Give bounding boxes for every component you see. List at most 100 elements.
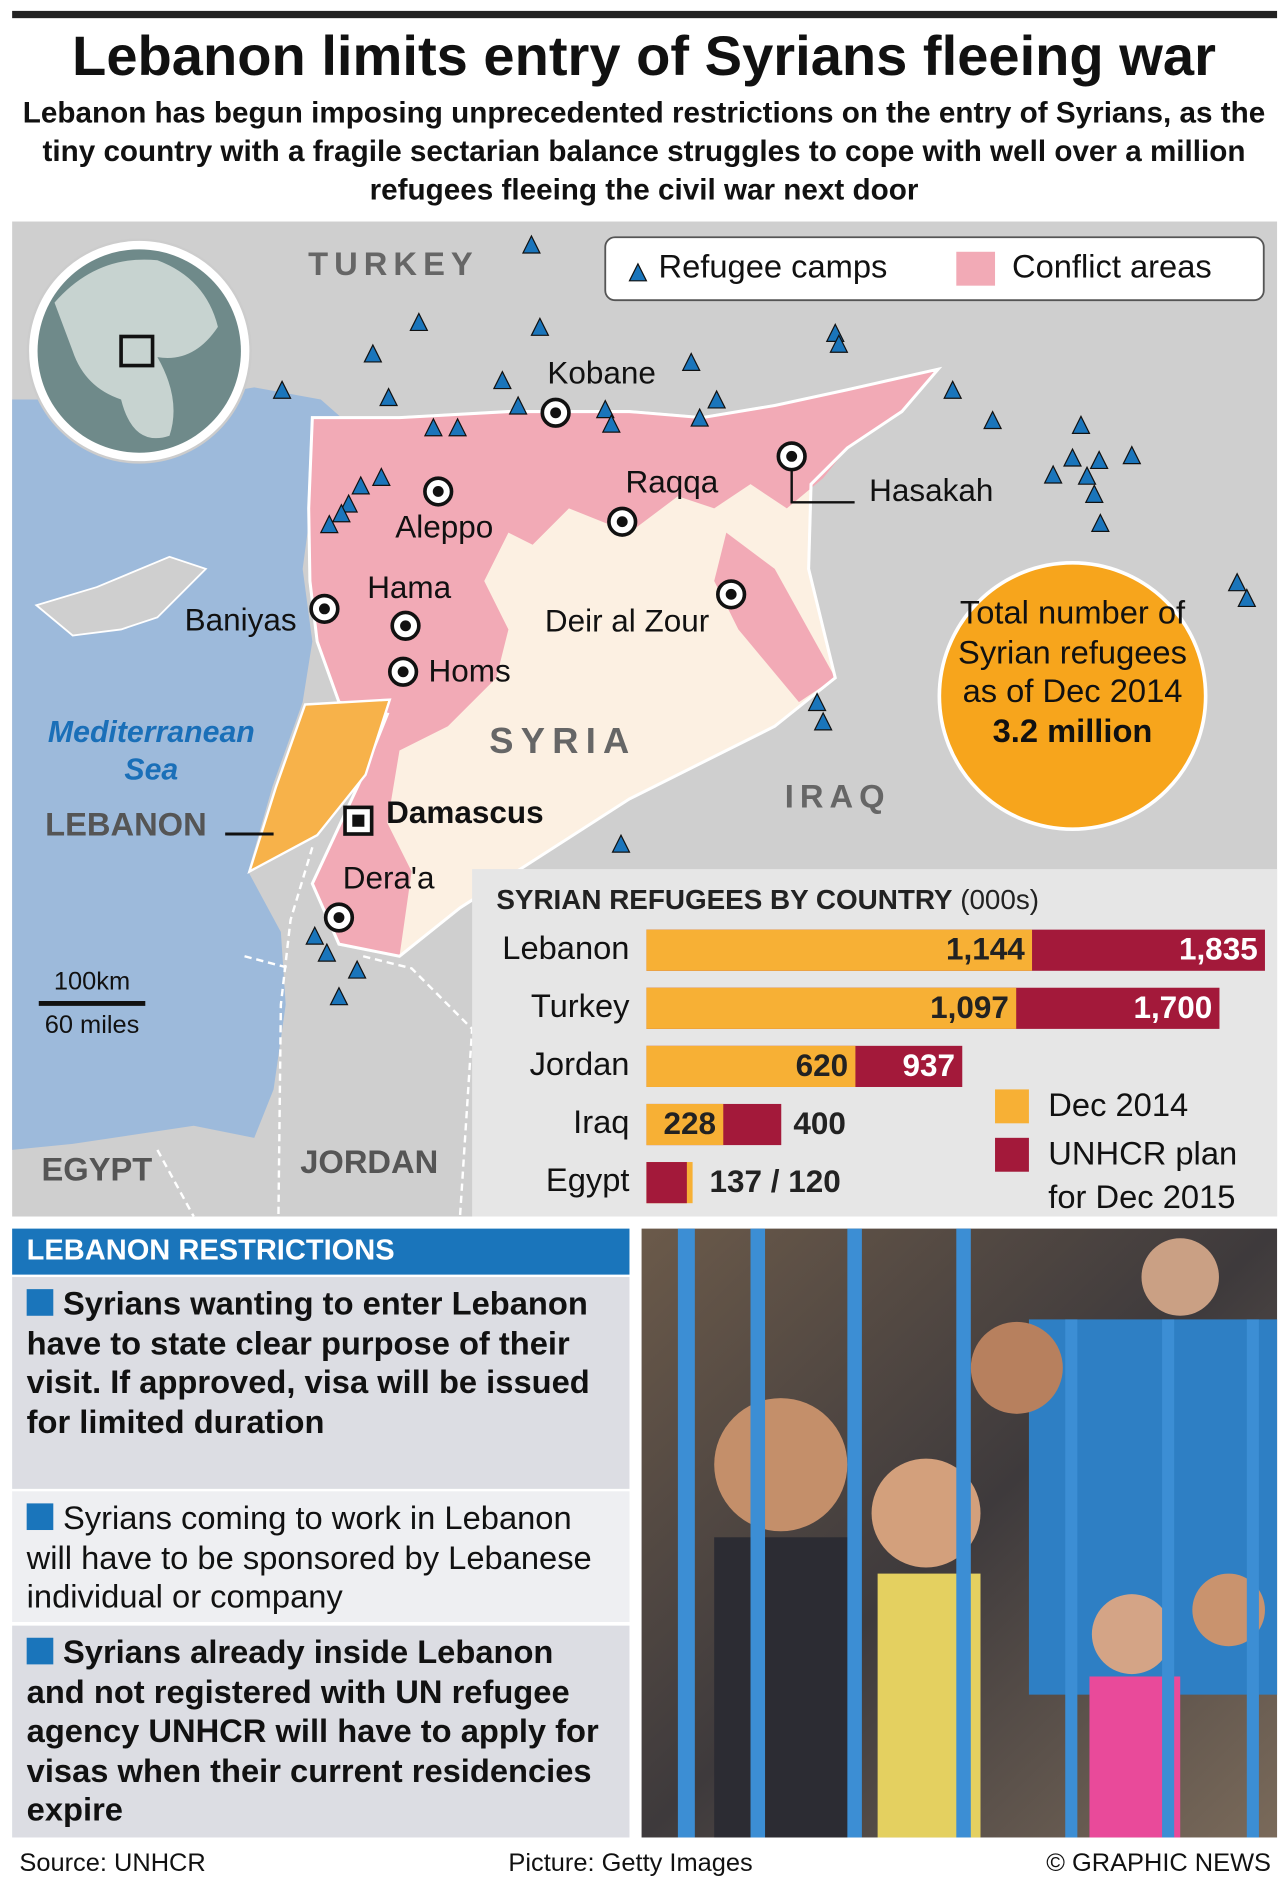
- bar: [646, 1103, 724, 1146]
- camp: [1237, 588, 1257, 608]
- camp: [448, 417, 468, 437]
- item-bg: [12, 1625, 630, 1838]
- chart-title-text: SYRIAN REFUGEES BY COUNTRY: [496, 884, 953, 915]
- bar-chart: SYRIAN REFUGEES BY COUNTRY (000s) Lebano…: [472, 869, 1278, 1217]
- camp: [807, 692, 827, 712]
- legend-entry-box: UNHCR plan for Dec 2015: [1048, 1135, 1237, 1215]
- city-label: Kobane: [547, 356, 655, 391]
- item-bg: [12, 1491, 630, 1623]
- city-label: Baniyas: [185, 602, 297, 637]
- value-label: 620: [796, 1048, 849, 1083]
- bar: [646, 987, 1017, 1029]
- camp: [595, 399, 615, 419]
- camp: [1077, 465, 1097, 485]
- camp: [943, 379, 963, 399]
- item-box: Syrians already inside Lebanon and not r…: [12, 1626, 629, 1830]
- conflict-area: [714, 532, 836, 703]
- legend-camps: Refugee camps: [659, 247, 888, 284]
- camp: [681, 352, 701, 372]
- restriction-item: Syrians wanting to enter Lebanon have to…: [12, 1277, 629, 1442]
- item-box: Syrians coming to work in Lebanon will h…: [12, 1491, 629, 1616]
- photo-face: [871, 1458, 981, 1568]
- camp: [813, 711, 833, 731]
- country-label: EGYPT: [41, 1150, 152, 1187]
- camp: [1090, 513, 1110, 532]
- source: Source: UNHCR: [19, 1849, 205, 1877]
- map: Refugee camps Conflict areas Kobane Raqqa…: [12, 221, 1278, 1218]
- title: Lebanon limits entry of Syrians fleeing …: [72, 25, 1216, 87]
- photo-face: [714, 1398, 848, 1532]
- camp: [530, 316, 550, 336]
- camp: [1227, 572, 1247, 592]
- country-label: JORDAN: [300, 1143, 438, 1180]
- restriction-item: Syrians already inside Lebanon and not r…: [12, 1626, 629, 1830]
- city-dot: [318, 603, 330, 615]
- city-label: Aleppo: [395, 509, 493, 544]
- category-label: Turkey: [531, 987, 630, 1024]
- city-label: Damascus: [386, 795, 543, 830]
- city-label: Homs: [429, 653, 511, 688]
- city-label: Hama: [367, 570, 451, 605]
- item-box: Syrians wanting to enter Lebanon have to…: [12, 1277, 629, 1442]
- bar: [646, 929, 1033, 971]
- subtitle-box: Lebanon has begun imposing unprecedented…: [22, 96, 1266, 207]
- camp: [1122, 445, 1142, 465]
- photo: [641, 1228, 1278, 1838]
- camp: [829, 333, 849, 353]
- chart-title: SYRIAN REFUGEES BY COUNTRY (000s): [496, 884, 1039, 915]
- sea-label-box: Mediterranean Sea: [48, 715, 255, 786]
- picture-credit: Picture: Getty Images: [508, 1849, 752, 1877]
- city-dot: [786, 450, 798, 462]
- restrictions-title: LEBANON RESTRICTIONS: [27, 1234, 395, 1266]
- camp: [508, 395, 528, 415]
- credit: © GRAPHIC NEWS: [1046, 1849, 1271, 1877]
- city-dot: [400, 620, 411, 632]
- camp: [319, 514, 339, 534]
- restrictions-header: [12, 1228, 630, 1275]
- camp: [1089, 450, 1109, 470]
- city-label: Raqqa: [625, 464, 718, 499]
- restriction-item: Syrians coming to work in Lebanon will h…: [12, 1491, 629, 1616]
- restrictions: LEBANON RESTRICTIONS Syrians wanting to …: [12, 1228, 630, 1838]
- camp: [317, 942, 337, 962]
- camp: [371, 467, 391, 486]
- subtitle: Lebanon has begun imposing unprecedented…: [22, 96, 1266, 207]
- legend-swatch: [995, 1137, 1029, 1172]
- legend-entry-box: Dec 2014: [1048, 1087, 1188, 1123]
- scale-miles: 60 miles: [45, 1011, 140, 1039]
- camp: [272, 379, 292, 399]
- country-label: LEBANON: [45, 805, 207, 842]
- leader-line: [790, 470, 855, 504]
- legend-swatch: [995, 1089, 1029, 1124]
- camp: [1063, 447, 1082, 467]
- photo-face: [970, 1321, 1063, 1414]
- camp: [690, 407, 710, 427]
- camp: [1071, 415, 1091, 434]
- category-label: Egypt: [546, 1161, 630, 1198]
- value-label: 1,097: [930, 990, 1009, 1025]
- globe-land: [54, 259, 218, 439]
- city-dot: [550, 407, 562, 419]
- annotation: 137 / 120: [710, 1164, 841, 1199]
- legend-camp-icon: [628, 262, 648, 282]
- camp: [707, 389, 727, 409]
- city-dot: [616, 516, 628, 528]
- camp: [409, 312, 429, 332]
- chart-panel: [472, 869, 1278, 1217]
- city-label: Deir al Zour: [545, 604, 709, 639]
- callout-box: Total number of Syrian refugees as of De…: [958, 594, 1187, 748]
- value-label: 1,700: [1133, 990, 1212, 1025]
- top-rule: [12, 10, 1278, 19]
- globe-locator: [119, 334, 155, 368]
- camp: [379, 387, 399, 407]
- bar: [646, 1162, 687, 1204]
- camp: [521, 234, 541, 254]
- camp: [305, 925, 325, 945]
- photo-bars: [677, 1228, 1259, 1838]
- category-label: Iraq: [573, 1103, 629, 1140]
- camp: [1084, 484, 1104, 503]
- restriction-text: Syrians coming to work in Lebanon will h…: [26, 1499, 592, 1615]
- map-legend: [604, 236, 1265, 302]
- photo-face: [1141, 1238, 1219, 1316]
- city-dot: [432, 485, 444, 497]
